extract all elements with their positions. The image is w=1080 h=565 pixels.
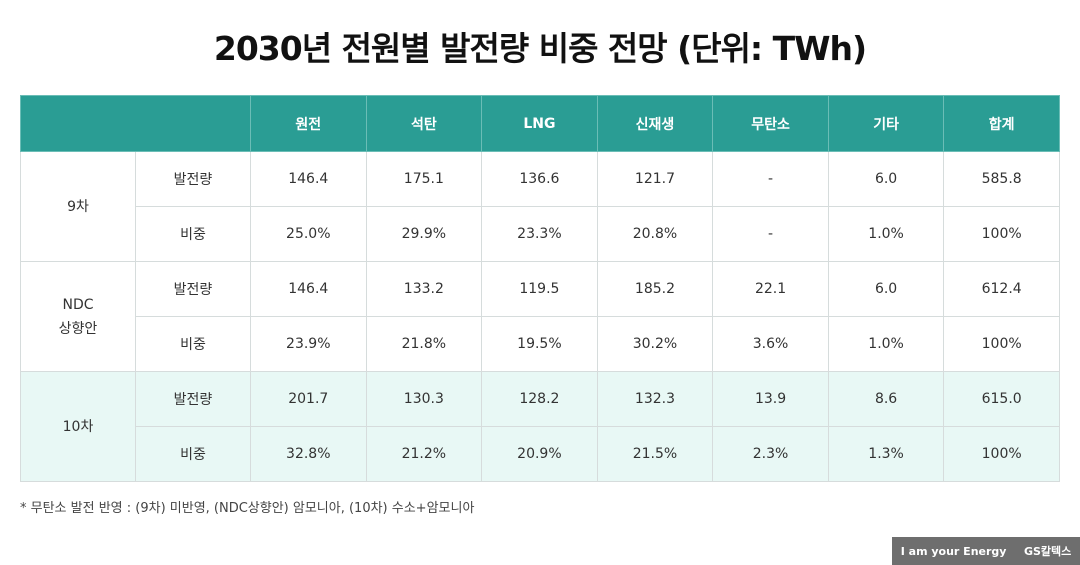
cell: 146.4 <box>250 261 367 317</box>
cell: 21.8% <box>365 316 483 372</box>
data-row: 10차 발전량 201.7 130.3 128.2 132.3 13.9 8.6 615.0 <box>20 371 1060 482</box>
logo-slogan: I am your Energy <box>900 544 1007 558</box>
column-header: 기타 <box>827 95 945 152</box>
column-header: 원전 <box>250 95 367 152</box>
cell: 585.8 <box>943 151 1060 207</box>
logo: I am your Energy GS칼텍스 <box>892 537 1080 565</box>
cell: 6.0 <box>827 261 945 317</box>
cell: 121.7 <box>596 151 714 207</box>
row-label: 발전량 <box>135 261 251 317</box>
cell: 19.5% <box>481 316 598 372</box>
data-row: NDC 상향안 발전량 146.4 133.2 119.5 185.2 22.1 6.0 612.… <box>20 261 1060 372</box>
group-label-line: NDC <box>62 296 94 313</box>
header-row: 원전 석탄 LNG 신재생 무탄소 기타 합계 <box>20 95 1060 152</box>
cell: 32.8% <box>250 426 367 482</box>
cell: 20.8% <box>596 206 714 262</box>
cell: 201.7 <box>250 371 367 427</box>
cell: 21.2% <box>365 426 483 482</box>
cell: 100% <box>943 316 1060 372</box>
cell: 130.3 <box>365 371 483 427</box>
cell: 21.5% <box>596 426 714 482</box>
cell: 3.6% <box>712 316 829 372</box>
cell: 1.0% <box>827 206 945 262</box>
cell: 100% <box>943 206 1060 262</box>
cell: 13.9 <box>712 371 829 427</box>
cell: 146.4 <box>250 151 367 207</box>
group-label: 10차 <box>20 371 136 482</box>
cell: 29.9% <box>365 206 483 262</box>
cell: 132.3 <box>596 371 714 427</box>
row-label: 비중 <box>135 426 251 482</box>
cell: 128.2 <box>481 371 598 427</box>
cell: 615.0 <box>943 371 1060 427</box>
column-header: LNG <box>481 95 598 152</box>
data-row: 비중 32.8% 21.2% 20.9% 21.5% 2.3% 1.3% 100% <box>21 426 1060 482</box>
cell: 23.9% <box>250 316 367 372</box>
logo-brand: GS칼텍스 <box>1023 545 1072 558</box>
group-label-line: 상향안 <box>58 320 98 337</box>
group-label: NDC 상향안 <box>20 261 136 372</box>
column-header: 신재생 <box>596 95 714 152</box>
cell: 6.0 <box>827 151 945 207</box>
row-label: 발전량 <box>135 371 251 427</box>
cell: 25.0% <box>250 206 367 262</box>
column-header: 합계 <box>943 95 1060 152</box>
cell: 136.6 <box>481 151 598 207</box>
cell: - <box>712 206 829 262</box>
row-label: 비중 <box>135 206 251 262</box>
cell: 185.2 <box>596 261 714 317</box>
cell: 20.9% <box>481 426 598 482</box>
cell: 119.5 <box>481 261 598 317</box>
row-label: 비중 <box>135 316 251 372</box>
cell: 22.1 <box>712 261 829 317</box>
column-header: 무탄소 <box>712 95 829 152</box>
title: 2030년 전원별 발전량 비중 전망 (단위: TWh) <box>213 29 867 68</box>
cell: 1.0% <box>827 316 945 372</box>
cell: 133.2 <box>365 261 483 317</box>
cell: 175.1 <box>365 151 483 207</box>
cell: 23.3% <box>481 206 598 262</box>
cell: 2.3% <box>712 426 829 482</box>
group-label-line: 9차 <box>67 198 89 215</box>
row-label: 발전량 <box>135 151 251 207</box>
data-row: 비중 23.9% 21.8% 19.5% 30.2% 3.6% 1.0% 100% <box>21 316 1060 372</box>
cell: 612.4 <box>943 261 1060 317</box>
data-table: 원전 석탄 LNG 신재생 무탄소 기타 합계 9차 발전량 146.4 175.1 136.6 121… <box>20 95 1060 482</box>
group-label: 9차 <box>20 151 136 262</box>
data-row: 비중 25.0% 29.9% 23.3% 20.8% -1.0% 100% <box>21 206 1060 262</box>
cell: 30.2% <box>596 316 714 372</box>
cell: 8.6 <box>827 371 945 427</box>
column-header: 석탄 <box>365 95 483 152</box>
data-row: 9차 발전량 146.4 175.1 136.6 121.7-6.0 585.8 <box>20 151 1060 262</box>
group-label-line: 10차 <box>62 418 94 435</box>
cell: 100% <box>943 426 1060 482</box>
footnote: * 무탄소 발전 반영 : (9차) 미반영, (NDC상향안) 암모니아, (… <box>20 501 475 516</box>
cell: 1.3% <box>827 426 945 482</box>
header-corner <box>20 95 251 152</box>
cell: - <box>712 151 829 207</box>
